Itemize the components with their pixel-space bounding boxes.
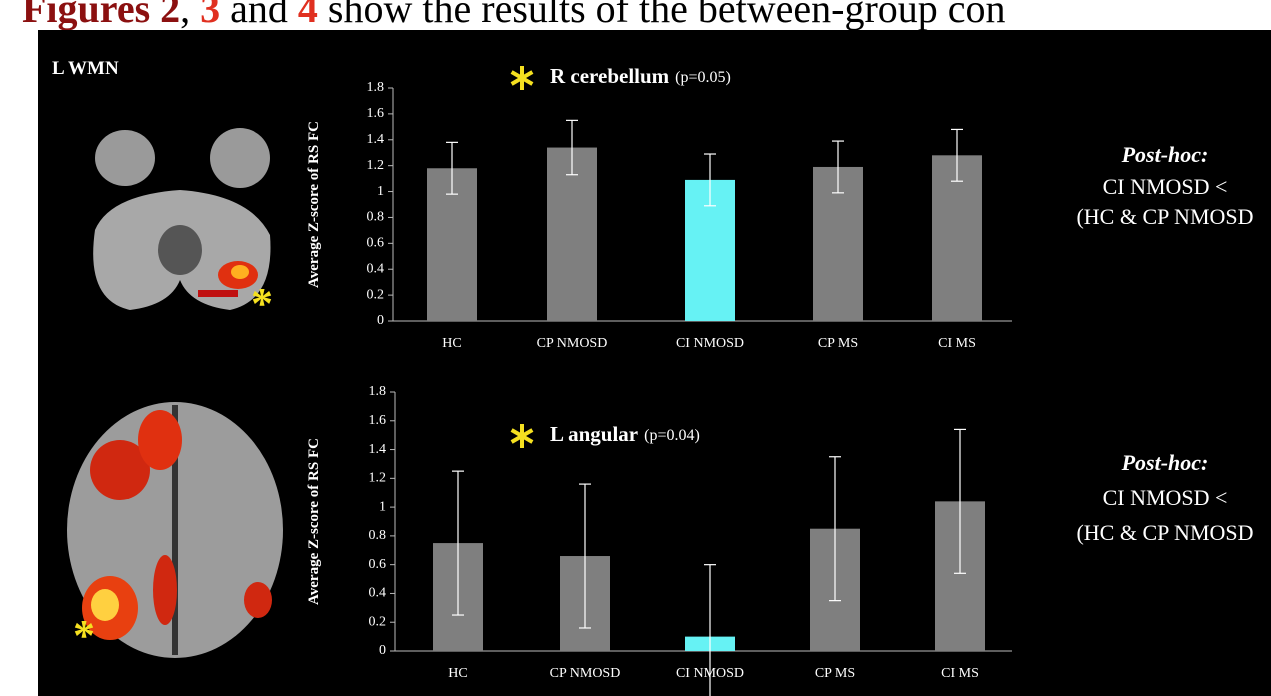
y-axis-label: Average Z-score of RS FC <box>306 438 322 605</box>
annotation-line: (HC & CP NMOSD <box>1076 520 1253 545</box>
y-tick-label: 1 <box>377 184 384 199</box>
panel-label: L WMN <box>52 58 119 79</box>
svg-text:*: * <box>251 279 273 328</box>
x-tick-label: CI NMOSD <box>676 336 744 351</box>
x-tick-label: HC <box>442 336 461 351</box>
y-tick-label: 1 <box>379 499 386 514</box>
x-tick-label: CP NMOSD <box>550 666 621 681</box>
x-tick-label: CP NMOSD <box>537 336 608 351</box>
y-tick-label: 0 <box>377 313 384 328</box>
annotation-line: CI NMOSD < <box>1103 174 1228 199</box>
y-tick-label: 0 <box>379 643 386 658</box>
y-tick-label: 1.4 <box>367 132 385 147</box>
slide: Figures 2, 3 and 4 show the results of t… <box>0 0 1271 696</box>
y-tick-label: 0.8 <box>367 210 385 225</box>
y-tick-label: 0.4 <box>369 586 387 601</box>
y-tick-label: 1.6 <box>369 413 387 428</box>
y-tick-label: 0.6 <box>369 557 387 572</box>
x-tick-label: CI NMOSD <box>676 666 744 681</box>
y-tick-label: 0.8 <box>369 528 387 543</box>
svg-text:*: * <box>73 611 95 660</box>
header: Figures 2, 3 and 4 show the results of t… <box>22 0 1006 31</box>
title-main: R cerebellum <box>550 64 670 88</box>
y-tick-label: 0.2 <box>369 614 387 629</box>
header-part: and <box>220 0 298 31</box>
y-tick-label: 1.8 <box>369 384 387 399</box>
y-tick-label: 0.4 <box>367 261 385 276</box>
title-sub: (p=0.04) <box>644 427 700 444</box>
title-sub: (p=0.05) <box>675 69 731 86</box>
header-part: , <box>180 0 200 31</box>
annotation-title: Post-hoc: <box>1121 450 1209 475</box>
x-tick-label: CI MS <box>941 666 979 681</box>
y-tick-label: 1.2 <box>367 158 385 173</box>
y-tick-label: 1.4 <box>369 442 387 457</box>
header-part: 3 <box>200 0 220 31</box>
title-main: L angular <box>550 422 638 446</box>
y-tick-label: 0.2 <box>367 287 385 302</box>
annotation-title: Post-hoc: <box>1121 142 1209 167</box>
x-tick-label: CP MS <box>818 336 858 351</box>
annotation-line: (HC & CP NMOSD <box>1076 204 1253 229</box>
y-tick-label: 1.8 <box>367 80 385 95</box>
y-tick-label: 1.6 <box>367 106 385 121</box>
y-tick-label: 0.6 <box>367 236 385 251</box>
brain-image-bottom: * <box>67 402 283 660</box>
header-part: Figures 2 <box>22 0 180 31</box>
y-tick-label: 1.2 <box>369 471 387 486</box>
x-tick-label: HC <box>448 666 467 681</box>
x-tick-label: CP MS <box>815 666 855 681</box>
x-tick-label: CI MS <box>938 336 976 351</box>
y-axis-label: Average Z-score of RS FC <box>306 121 322 288</box>
annotation-line: CI NMOSD < <box>1103 485 1228 510</box>
header-part: show the results of the between-group co… <box>318 0 1006 31</box>
header-part: 4 <box>298 0 318 31</box>
